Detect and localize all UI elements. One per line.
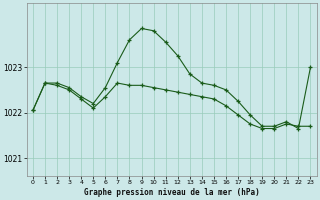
X-axis label: Graphe pression niveau de la mer (hPa): Graphe pression niveau de la mer (hPa) [84, 188, 260, 197]
